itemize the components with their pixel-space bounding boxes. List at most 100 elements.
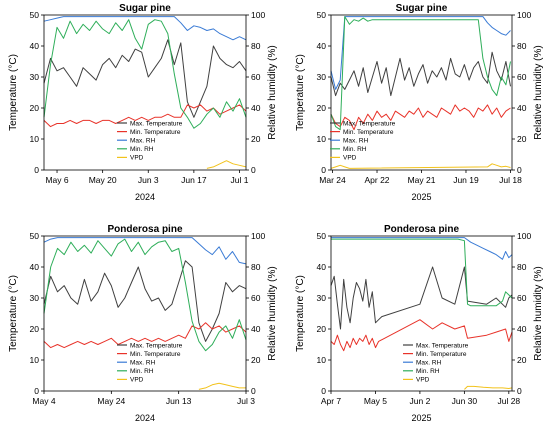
chart-title: Sugar pine (396, 3, 448, 14)
legend: Max. Temperature Min. Temperature Max. RHM… (403, 342, 469, 384)
x-tick-label: Mar 24 (319, 175, 346, 185)
x-tick-label: Jun 17 (181, 175, 207, 185)
series-line-max-rh (43, 237, 247, 265)
y-axis-label: Temperature (°C) (8, 275, 19, 352)
legend-label: Max. RH (130, 360, 156, 367)
y2-tick-label: 100 (517, 231, 531, 241)
y-tick-label: 50 (317, 10, 327, 20)
y2-tick-label: 60 (517, 293, 527, 303)
x-tick-label: May 20 (89, 175, 117, 185)
series-line-min-rh (331, 238, 513, 307)
y2-tick-label: 100 (517, 10, 531, 20)
legend-label: Min. RH (130, 368, 154, 375)
x-tick-label: Jul 1 (230, 175, 248, 185)
legend-label: Max. RH (130, 138, 156, 145)
y2-tick-label: 60 (251, 293, 261, 303)
y-tick-label: 0 (34, 165, 39, 175)
x-tick-label: Jun 3 (138, 175, 159, 185)
chart-panel-3: Ponderosa pine 0 10 20 30 40 50 0 20 40 60 80 100 May… (8, 224, 278, 423)
x-tick-label: May 6 (45, 175, 68, 185)
legend-label: Min. RH (130, 146, 154, 153)
chart-panel-1: Sugar pine 0 10 20 30 40 50 0 20 40 60 80 100 May 6 Ma… (8, 3, 278, 202)
y2-tick-label: 40 (517, 103, 527, 113)
legend-label: Min. Temperature (130, 351, 181, 358)
y-tick-label: 20 (317, 103, 327, 113)
legend-label: VPD (130, 155, 144, 162)
y2-tick-label: 20 (517, 355, 527, 365)
y-tick-label: 30 (30, 72, 40, 82)
plot-frame (43, 235, 247, 392)
legend-label: Max. RH (416, 360, 442, 367)
legend-label: Max. Temperature (130, 342, 183, 349)
y-tick-label: 10 (317, 134, 327, 144)
y2-tick-label: 80 (517, 41, 527, 51)
y-tick-label: 40 (30, 41, 40, 51)
legend-label: Min. Temperature (416, 351, 467, 358)
legend: Max. Temperature Min. Temperature Max. RHM… (330, 120, 396, 162)
series-line-max-temp (330, 266, 513, 330)
x-axis-label: 2024 (135, 413, 155, 423)
x-axis-label: 2025 (411, 413, 431, 423)
x-tick-label: Apr 22 (364, 175, 389, 185)
y2-axis-label: Relative humidity (%) (267, 45, 278, 139)
series-line-max-temp (330, 51, 511, 97)
y-tick-label: 40 (317, 41, 327, 51)
legend-label: Max. Temperature (343, 120, 396, 127)
series-line-max-rh (331, 237, 513, 260)
legend-label: Max. Temperature (416, 342, 469, 349)
x-tick-label: May 21 (408, 175, 436, 185)
y-tick-label: 20 (317, 324, 327, 334)
y2-tick-label: 0 (251, 386, 256, 396)
x-tick-label: Jun 2 (410, 396, 431, 406)
y2-tick-label: 20 (517, 134, 527, 144)
plot-frame (330, 235, 513, 392)
y-tick-label: 0 (34, 386, 39, 396)
legend-label: Max. RH (343, 138, 369, 145)
legend-label: Min. RH (343, 146, 367, 153)
series-line-min-temp (330, 319, 513, 352)
series-line-max-temp (43, 260, 247, 342)
x-axis-label: 2025 (411, 192, 431, 202)
legend-label: VPD (130, 377, 144, 384)
y2-tick-label: 40 (517, 324, 527, 334)
legend-label: Min. Temperature (130, 129, 181, 136)
series-line-min-temp (330, 104, 511, 131)
y-tick-label: 40 (30, 262, 40, 272)
y2-tick-label: 60 (517, 72, 527, 82)
y-tick-label: 10 (30, 134, 40, 144)
y-tick-label: 10 (30, 355, 40, 365)
legend-label: VPD (343, 155, 357, 162)
y2-tick-label: 0 (517, 165, 522, 175)
y2-axis-label: Relative humidity (%) (267, 266, 278, 360)
legend-label: Max. Temperature (130, 120, 183, 127)
series-line-vpd (206, 160, 247, 169)
x-tick-label: Jun 19 (453, 175, 479, 185)
y-tick-label: 20 (30, 103, 40, 113)
x-tick-label: Jul 28 (497, 396, 520, 406)
y2-tick-label: 80 (517, 262, 527, 272)
x-tick-label: Jul 18 (499, 175, 522, 185)
series-line-max-rh (330, 16, 511, 90)
series-line-min-rh (330, 16, 511, 131)
y2-tick-label: 80 (251, 262, 261, 272)
x-tick-label: May 4 (32, 396, 55, 406)
legend: Max. Temperature Min. Temperature Max. RHM… (117, 342, 183, 384)
y2-tick-label: 0 (251, 165, 256, 175)
series-line-vpd (198, 382, 246, 390)
legend-label: Min. Temperature (343, 129, 394, 136)
y-tick-label: 30 (30, 293, 40, 303)
chart-panel-2: Sugar pine 0 10 20 30 40 50 0 20 40 60 80 100 Mar 24 A… (295, 3, 544, 202)
y-tick-label: 10 (317, 355, 327, 365)
y2-tick-label: 40 (251, 324, 261, 334)
y-tick-label: 20 (30, 324, 40, 334)
series-line-max-rh (43, 16, 247, 41)
y-axis-label: Temperature (°C) (8, 54, 19, 131)
chart-title: Sugar pine (119, 3, 171, 14)
series-line-vpd (330, 163, 511, 169)
y-axis-label: Temperature (°C) (295, 54, 306, 131)
y-tick-label: 30 (317, 293, 327, 303)
legend: Max. Temperature Min. Temperature Max. RHM… (117, 120, 183, 162)
y-tick-label: 40 (317, 262, 327, 272)
y2-axis-label: Relative humidity (%) (533, 266, 544, 360)
x-axis-label: 2024 (135, 192, 155, 202)
